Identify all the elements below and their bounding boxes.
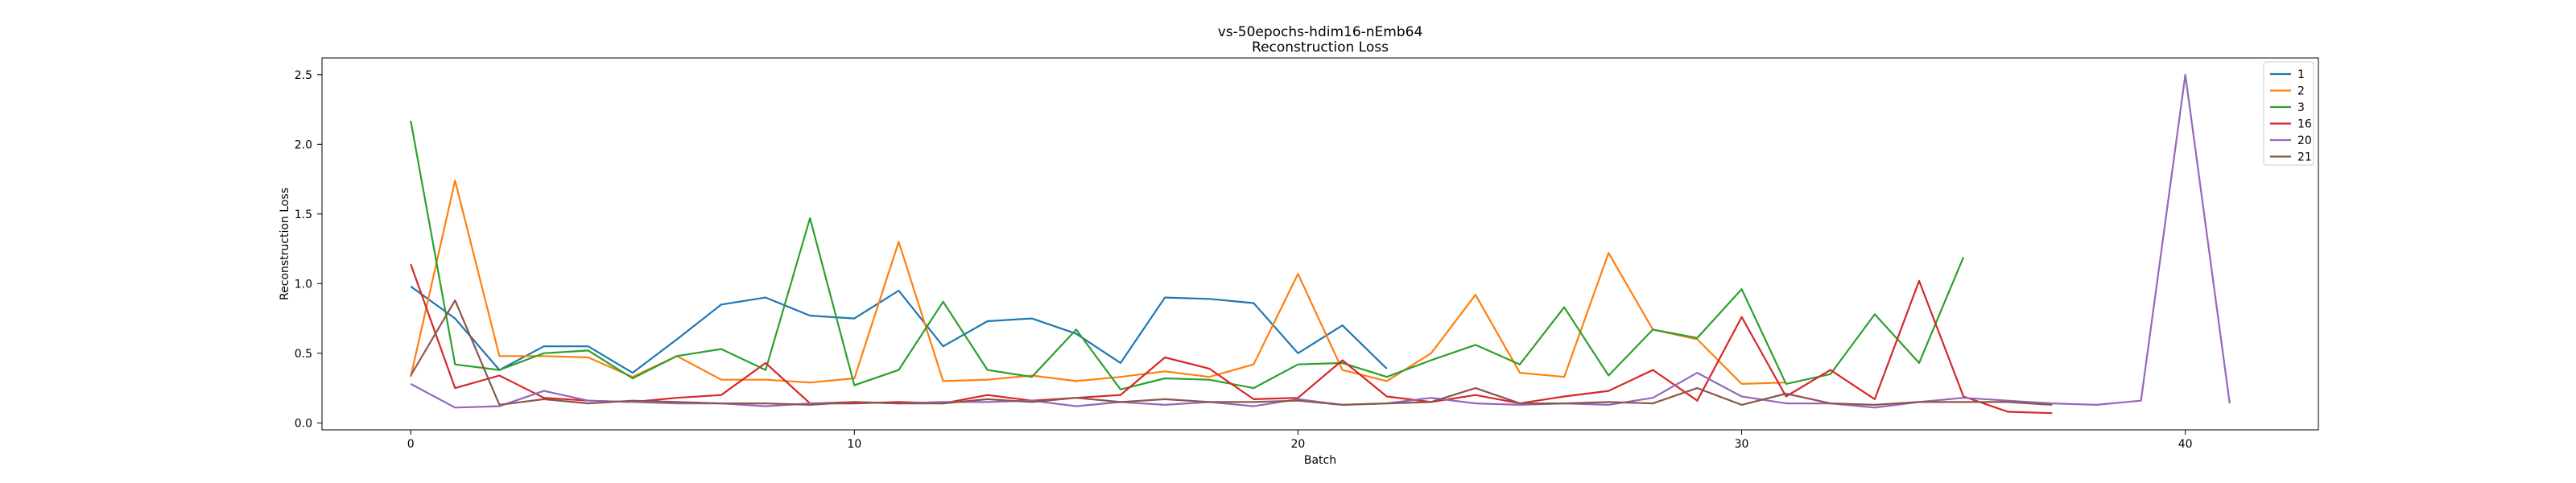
chart-title: vs-50epochs-hdim16-nEmb64 — [1218, 24, 1423, 40]
legend-label-1: 1 — [2297, 68, 2305, 81]
chart-subtitle: Reconstruction Loss — [1252, 39, 1389, 56]
series-line-2 — [410, 180, 1786, 385]
x-tick-label: 20 — [1291, 438, 1306, 451]
y-tick-label: 1.0 — [295, 278, 312, 291]
y-tick-label: 2.5 — [295, 69, 312, 82]
series-line-20 — [410, 73, 2231, 409]
legend-label-2: 2 — [2297, 85, 2305, 98]
series-lines — [410, 73, 2231, 415]
legend-label-21: 21 — [2297, 151, 2312, 164]
legend-box — [2263, 61, 2314, 166]
series-line-16 — [410, 263, 2053, 415]
x-axis-label: Batch — [1304, 454, 1336, 467]
series-line-3 — [410, 120, 1965, 390]
y-tick-label: 0.5 — [295, 348, 312, 361]
x-tick-label: 30 — [1735, 438, 1749, 451]
x-axis: 0 10 20 30 40 — [407, 430, 2193, 451]
x-tick-label: 10 — [847, 438, 861, 451]
y-tick-label: 2.0 — [295, 138, 312, 151]
legend-label-20: 20 — [2297, 134, 2312, 147]
legend-label-16: 16 — [2297, 118, 2312, 131]
series-line-1 — [410, 285, 1388, 374]
y-axis-label: Reconstruction Loss — [279, 188, 291, 300]
legend: 1 2 3 16 20 21 — [2263, 61, 2314, 166]
y-axis: 0.0 0.5 1.0 1.5 2.0 2.5 — [295, 69, 322, 430]
y-tick-label: 1.5 — [295, 208, 312, 221]
series-line-21 — [410, 299, 2053, 406]
y-tick-label: 0.0 — [295, 417, 312, 430]
plot-frame — [321, 57, 2319, 431]
legend-label-3: 3 — [2297, 101, 2305, 114]
x-tick-label: 0 — [407, 438, 415, 451]
x-tick-label: 40 — [2178, 438, 2193, 451]
